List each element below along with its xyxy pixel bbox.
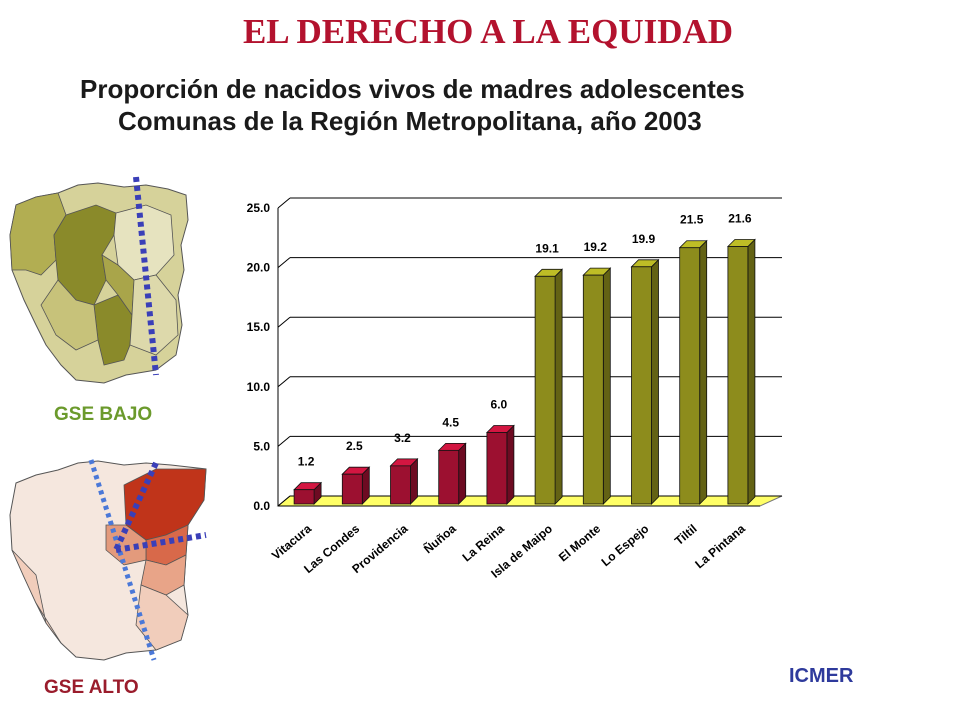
data-label: 3.2 xyxy=(394,431,411,445)
bar xyxy=(438,449,460,505)
bar-side xyxy=(410,457,418,505)
data-label: 4.5 xyxy=(442,415,459,429)
data-label: 19.9 xyxy=(632,232,656,246)
y-tick-label: 10.0 xyxy=(247,380,271,394)
map-label-low-ses: GSE BAJO xyxy=(54,404,153,425)
bar xyxy=(582,274,604,505)
x-tick-label: Vitacura xyxy=(269,521,314,562)
page-title: EL DERECHO A LA EQUIDAD xyxy=(242,12,734,51)
x-tick-label: Lo Espejo xyxy=(599,522,652,570)
gridline-depth xyxy=(277,257,291,268)
y-tick-label: 20.0 xyxy=(247,261,271,275)
bar-side xyxy=(699,239,708,505)
x-tick-label: Tiltil xyxy=(672,522,700,548)
bar-side xyxy=(458,442,467,505)
gridline-depth xyxy=(277,495,291,507)
map-label-high-ses: GSE ALTO xyxy=(44,677,139,698)
gridline-depth xyxy=(277,436,291,447)
bar-side xyxy=(651,258,659,505)
bar xyxy=(534,275,556,505)
data-label: 6.0 xyxy=(491,397,508,411)
gridline-depth xyxy=(277,376,291,388)
bar xyxy=(679,247,701,505)
data-label: 2.5 xyxy=(346,439,363,453)
map-region-southwest xyxy=(11,549,62,644)
gridline-depth xyxy=(277,316,291,328)
bar xyxy=(486,432,508,505)
x-tick-label: La Pintana xyxy=(692,521,748,571)
bar xyxy=(390,465,411,505)
y-tick-label: 15.0 xyxy=(247,320,271,334)
y-tick-label: 25.0 xyxy=(247,201,271,215)
y-tick-label: 5.0 xyxy=(253,439,270,453)
ses-divider-line xyxy=(133,176,159,376)
chart-subtitle-line2: Comunas de la Región Metropolitana, año … xyxy=(118,106,702,136)
y-tick-label: 0.0 xyxy=(253,499,270,513)
data-label: 21.5 xyxy=(680,213,704,227)
data-label: 21.6 xyxy=(728,212,752,226)
map-region-center xyxy=(53,204,117,306)
bar-side xyxy=(554,268,563,505)
x-tick-label: El Monte xyxy=(556,521,604,564)
map-low-ses xyxy=(9,176,189,384)
chart-subtitle-line1: Proporción de nacidos vivos de madres ad… xyxy=(80,74,745,104)
map-region-southeast xyxy=(129,274,179,356)
bar-side xyxy=(747,238,756,505)
credit-label: ICMER xyxy=(789,665,854,687)
bar-side xyxy=(602,267,611,505)
map-high-ses xyxy=(9,459,207,661)
bar xyxy=(341,473,363,505)
x-tick-label: La Reina xyxy=(460,521,508,564)
bar-side xyxy=(506,424,515,505)
bar xyxy=(727,246,749,505)
bar-chart: 0.05.010.015.020.025.01.2Vitacura2.5Las … xyxy=(247,197,783,581)
map-region-south xyxy=(135,584,189,651)
ses-divider-line xyxy=(115,532,207,553)
data-label: 19.2 xyxy=(584,240,608,254)
ses-divider-line xyxy=(88,459,157,661)
map-region-southwest xyxy=(40,279,99,351)
bar xyxy=(631,266,652,505)
bar xyxy=(293,489,315,505)
data-label: 1.2 xyxy=(298,455,315,469)
data-label: 19.1 xyxy=(535,241,559,255)
ses-divider-line xyxy=(113,461,159,552)
x-tick-label: Ñuñoa xyxy=(420,521,458,557)
gridline-depth xyxy=(277,197,291,209)
